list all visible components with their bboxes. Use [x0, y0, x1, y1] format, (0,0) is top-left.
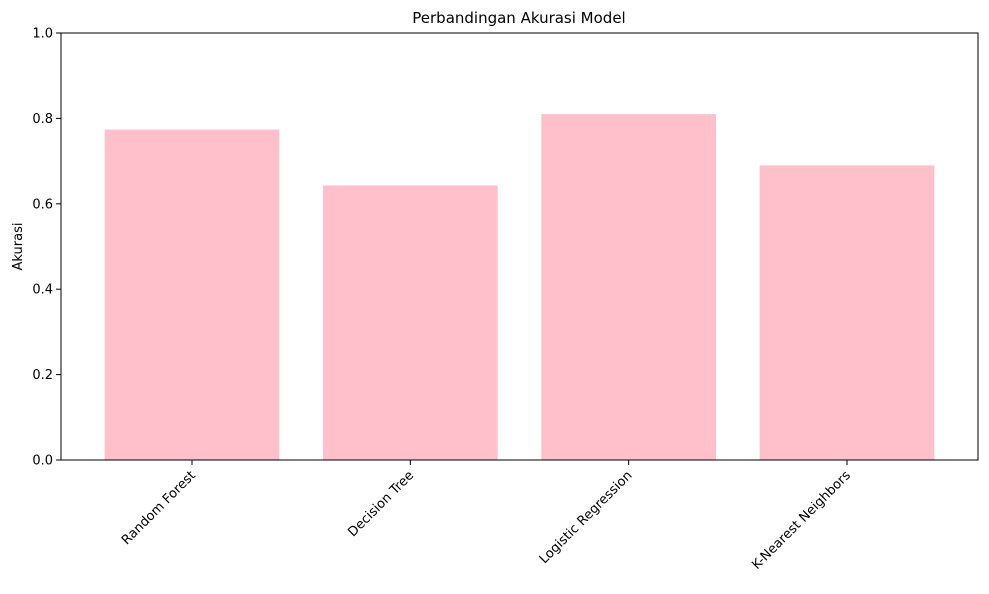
- y-tick-label: 1.0: [32, 27, 53, 42]
- bars-layer: [104, 114, 935, 460]
- chart-title: Perbandingan Akurasi Model: [412, 9, 625, 27]
- y-tick-label: 0.0: [32, 454, 53, 469]
- x-tick-label: Logistic Regression: [537, 468, 636, 567]
- x-axis: Random Forest Decision Tree Logistic Regre…: [119, 460, 854, 573]
- y-axis-label: Akurasi: [11, 223, 26, 271]
- x-tick-label: Random Forest: [119, 468, 199, 548]
- plot-frame: [60, 32, 979, 461]
- y-tick-label: 0.6: [32, 197, 53, 212]
- y-tick-label: 0.2: [32, 368, 53, 383]
- bar-decision-tree: [323, 185, 498, 460]
- y-tick-label: 0.8: [32, 112, 53, 127]
- y-tick-label: 0.4: [32, 283, 53, 298]
- x-tick-label: Decision Tree: [345, 468, 417, 540]
- bar-random-forest: [104, 129, 280, 460]
- bar-k-nearest-neighbors: [759, 165, 935, 460]
- y-axis: 0.0 0.2 0.4 0.6 0.8 1.0: [32, 27, 61, 469]
- x-tick-label: K-Nearest Neighbors: [749, 468, 854, 573]
- bar-logistic-regression: [541, 114, 716, 460]
